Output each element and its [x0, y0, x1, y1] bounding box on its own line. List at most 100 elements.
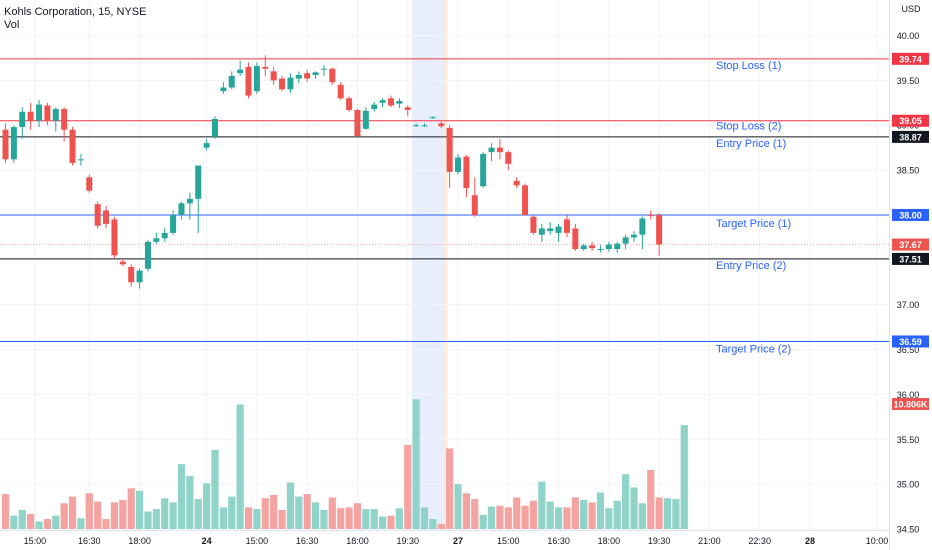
candle-body — [656, 214, 663, 245]
volume-bar — [404, 445, 412, 529]
candle-body — [522, 185, 529, 215]
x-tick-label: 18:00 — [128, 536, 151, 546]
candle-body — [647, 214, 654, 216]
candle-body — [61, 109, 68, 130]
level-label: Target Price (1) — [716, 218, 791, 230]
volume-bar — [496, 505, 504, 529]
candle-body — [547, 228, 554, 232]
x-tick-label: 19:30 — [396, 536, 419, 546]
volume-bar — [521, 505, 529, 529]
candle-body — [480, 153, 487, 187]
level-label: Target Price (2) — [716, 343, 791, 355]
candle-body — [580, 245, 587, 250]
x-tick-label: 24 — [202, 536, 212, 546]
volume-bar — [303, 494, 311, 529]
candle-body — [387, 98, 394, 106]
volume-bar — [119, 499, 127, 529]
y-tick-label: 36.00 — [897, 390, 920, 400]
candle-body — [153, 238, 160, 242]
candle-body — [19, 111, 26, 128]
candle-body — [572, 228, 579, 250]
x-tick-label: 21:00 — [698, 536, 721, 546]
volume-bar — [563, 507, 571, 529]
symbol-title: Kohls Corporation, 15, NYSE — [4, 6, 147, 18]
x-tick-label: 27 — [453, 536, 463, 546]
volume-bar — [211, 450, 219, 529]
volume-bar — [462, 493, 470, 529]
volume-bar — [1, 494, 10, 529]
volume-bar — [219, 507, 227, 529]
volume-bar — [110, 502, 119, 529]
candle-body — [429, 117, 436, 119]
volume-bar — [337, 508, 345, 529]
candle-body — [320, 68, 327, 70]
volume-bar — [135, 490, 144, 529]
level-label: Entry Price (1) — [716, 138, 786, 150]
candle-body — [496, 147, 503, 153]
volume-bar — [261, 498, 269, 529]
candle-body — [471, 195, 478, 215]
candle-body — [94, 204, 101, 226]
volume-bar — [479, 514, 487, 529]
volume-bar — [177, 464, 186, 529]
x-tick-label: 16:30 — [296, 536, 319, 546]
candle-body — [212, 118, 218, 137]
candle-body — [228, 75, 235, 88]
candle-body — [119, 261, 126, 265]
candle-body — [589, 245, 596, 249]
candle-body — [203, 143, 210, 148]
volume-badge: 10.806K — [893, 400, 928, 410]
volume-bar — [580, 499, 588, 529]
volume-bar — [320, 509, 328, 529]
candle-body — [438, 123, 445, 127]
volume-bar — [387, 515, 395, 529]
volume-bar — [328, 497, 336, 529]
level-label: Stop Loss (2) — [716, 121, 781, 133]
volume-bar — [554, 507, 563, 529]
volume-bar — [571, 497, 579, 529]
candle-body — [186, 198, 193, 204]
x-tick-label: 15:00 — [24, 536, 47, 546]
candle-body — [161, 232, 168, 239]
volume-bar — [638, 503, 646, 529]
volume-bar — [538, 481, 546, 529]
volume-bar — [345, 507, 353, 529]
candle-body — [287, 77, 294, 90]
volume-bar — [295, 496, 303, 529]
candle-body — [622, 237, 629, 244]
x-tick-label: 18:00 — [598, 536, 621, 546]
volume-bar — [622, 474, 630, 529]
volume-bar — [680, 425, 688, 529]
candle-body — [354, 109, 361, 136]
volume-bar — [144, 511, 152, 529]
volume-bar — [596, 492, 605, 529]
volume-bar — [286, 482, 295, 529]
currency-label: USD — [901, 4, 921, 14]
y-tick-label: 34.50 — [897, 525, 920, 535]
level-badge-bg — [892, 52, 929, 65]
volume-bar — [471, 499, 479, 529]
candle-body — [614, 243, 621, 250]
y-tick-label: 38.50 — [897, 166, 920, 176]
last-price-badge: 37.67 — [899, 240, 922, 250]
volume-bar — [672, 499, 680, 529]
volume-bar — [10, 515, 18, 529]
volume-bar — [437, 524, 445, 529]
candle-body — [245, 66, 252, 96]
candle-body — [455, 157, 462, 172]
candle-body — [69, 129, 76, 163]
volume-bar — [161, 498, 169, 529]
level-badge: 39.05 — [899, 116, 922, 126]
volume-bar — [236, 404, 244, 529]
volume-bar — [395, 508, 403, 529]
level-badge: 36.59 — [899, 337, 922, 347]
last-price-badge-bg — [892, 238, 929, 251]
level-badge-bg — [892, 130, 929, 143]
volume-bar — [446, 448, 454, 529]
volume-bar — [94, 501, 102, 529]
volume-bar — [504, 507, 512, 529]
volume-bar — [52, 515, 60, 529]
volume-bar — [663, 498, 672, 529]
candle-body — [312, 72, 319, 75]
